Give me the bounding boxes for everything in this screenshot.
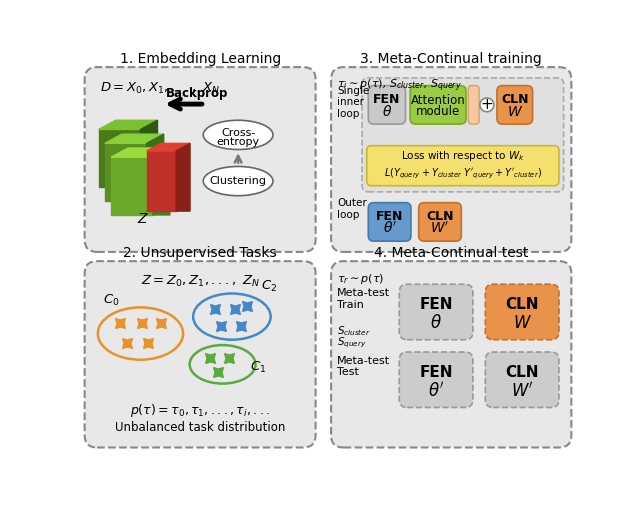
Text: FEN: FEN: [376, 210, 403, 223]
Text: $\theta$: $\theta$: [382, 104, 392, 119]
FancyBboxPatch shape: [84, 67, 316, 252]
Text: 2. Unsupervised Tasks: 2. Unsupervised Tasks: [124, 246, 277, 261]
Text: Backprop: Backprop: [166, 87, 228, 100]
FancyBboxPatch shape: [399, 352, 473, 407]
Polygon shape: [111, 148, 170, 157]
Text: $D = X_0, X_1,...,\ X_N$: $D = X_0, X_1,...,\ X_N$: [100, 81, 220, 96]
Text: +: +: [481, 98, 493, 112]
FancyBboxPatch shape: [485, 284, 559, 340]
Text: Clustering: Clustering: [210, 176, 267, 186]
Text: $\tau_i$$\sim$$p(\tau)$, $S_{cluster}$, $S_{query}$: $\tau_i$$\sim$$p(\tau)$, $S_{cluster}$, …: [337, 78, 462, 94]
Text: $W$: $W$: [513, 314, 532, 332]
Text: $C_0$: $C_0$: [103, 293, 120, 308]
Text: FEN: FEN: [419, 365, 453, 379]
Text: Single
inner
loop: Single inner loop: [337, 86, 369, 119]
Text: Loss with respect to $W_k$: Loss with respect to $W_k$: [401, 149, 525, 164]
FancyBboxPatch shape: [485, 352, 559, 407]
Polygon shape: [153, 148, 170, 215]
Polygon shape: [140, 120, 157, 187]
Text: CLN: CLN: [426, 210, 454, 223]
Text: $C_1$: $C_1$: [250, 360, 267, 374]
Text: CLN: CLN: [501, 93, 529, 106]
Text: $\theta$: $\theta$: [430, 314, 442, 332]
FancyBboxPatch shape: [368, 203, 411, 241]
Text: FEN: FEN: [373, 93, 401, 106]
FancyBboxPatch shape: [419, 203, 461, 241]
Polygon shape: [111, 157, 153, 215]
Text: $W'$: $W'$: [430, 221, 449, 236]
Text: FEN: FEN: [419, 297, 453, 312]
Text: CLN: CLN: [506, 365, 539, 379]
Text: $Z = Z_0, Z_1,...,\ Z_N$: $Z = Z_0, Z_1,...,\ Z_N$: [141, 273, 260, 289]
Text: $W'$: $W'$: [511, 381, 534, 400]
Text: 4. Meta-Continual test: 4. Meta-Continual test: [374, 246, 529, 261]
Ellipse shape: [204, 167, 273, 196]
Text: $p(\tau) = \tau_0, \tau_1, ..., \tau_i, ...$: $p(\tau) = \tau_0, \tau_1, ..., \tau_i, …: [130, 402, 270, 419]
FancyBboxPatch shape: [497, 86, 532, 124]
Text: $S_{query}$: $S_{query}$: [337, 336, 367, 350]
FancyBboxPatch shape: [362, 78, 564, 192]
FancyBboxPatch shape: [468, 86, 479, 124]
Text: $L(Y_{query} + Y_{cluster}\ Y'_{query} + Y'_{cluster})$: $L(Y_{query} + Y_{cluster}\ Y'_{query} +…: [384, 166, 542, 180]
Polygon shape: [105, 134, 164, 143]
Polygon shape: [147, 143, 190, 151]
FancyBboxPatch shape: [399, 284, 473, 340]
Text: module: module: [416, 105, 460, 117]
Text: Meta-test
Train: Meta-test Train: [337, 288, 390, 310]
Text: $C_2$: $C_2$: [261, 279, 278, 294]
Text: $W$: $W$: [507, 105, 523, 119]
Polygon shape: [147, 151, 176, 211]
Text: Attention: Attention: [411, 94, 465, 107]
Text: $Z$: $Z$: [138, 212, 149, 226]
FancyBboxPatch shape: [84, 261, 316, 448]
Ellipse shape: [204, 120, 273, 149]
FancyBboxPatch shape: [367, 146, 559, 186]
Text: $\tau_r$$\sim$$p(\tau)$: $\tau_r$$\sim$$p(\tau)$: [337, 272, 385, 286]
Text: $\theta'$: $\theta'$: [383, 221, 397, 236]
Text: entropy: entropy: [216, 137, 260, 147]
FancyBboxPatch shape: [368, 86, 406, 124]
Circle shape: [480, 98, 494, 112]
Text: CLN: CLN: [506, 297, 539, 312]
Polygon shape: [105, 143, 147, 201]
FancyBboxPatch shape: [410, 86, 466, 124]
Polygon shape: [147, 134, 164, 201]
Text: 1. Embedding Learning: 1. Embedding Learning: [120, 52, 281, 67]
FancyBboxPatch shape: [331, 67, 572, 252]
Text: 3. Meta-Continual training: 3. Meta-Continual training: [360, 52, 542, 67]
Text: Outer
loop: Outer loop: [337, 198, 367, 219]
Text: Meta-test
Test: Meta-test Test: [337, 356, 390, 377]
Text: Cross-: Cross-: [221, 128, 255, 138]
FancyBboxPatch shape: [331, 261, 572, 448]
Text: $S_{cluster}$: $S_{cluster}$: [337, 324, 371, 338]
Text: $\theta'$: $\theta'$: [428, 381, 444, 400]
Polygon shape: [176, 143, 190, 211]
Polygon shape: [99, 120, 157, 130]
Polygon shape: [99, 130, 140, 187]
Text: Unbalanced task distribution: Unbalanced task distribution: [115, 421, 285, 433]
